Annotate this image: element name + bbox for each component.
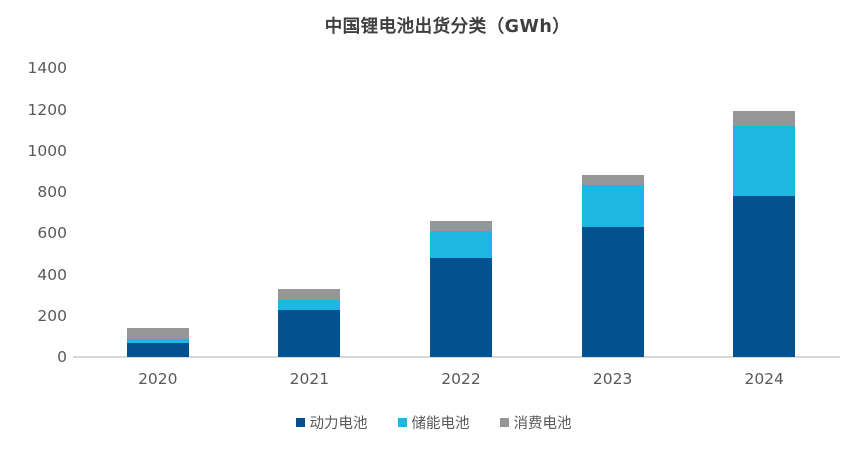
x-axis-tick-label: 2024 xyxy=(744,370,784,388)
bar-2021-storage xyxy=(278,300,341,310)
bar-2024-consumer xyxy=(733,110,796,127)
bar-2022-power xyxy=(430,258,492,358)
y-axis-tick-label: 800 xyxy=(37,183,67,202)
bar-2023-consumer xyxy=(581,174,644,185)
legend-swatch-consumer xyxy=(499,417,509,427)
bar-2020-consumer xyxy=(126,328,189,339)
legend-label-power: 动力电池 xyxy=(309,415,368,432)
x-axis-tick-label: 2023 xyxy=(592,370,633,388)
bar-2023-storage xyxy=(581,184,644,228)
x-axis-tick-label: 2021 xyxy=(289,370,330,388)
bar-2022-consumer xyxy=(430,221,492,232)
y-axis-tick-label: 1400 xyxy=(27,59,67,78)
y-axis-tick-label: 600 xyxy=(37,224,67,243)
legend-label-storage: 储能电池 xyxy=(411,415,470,432)
legend-label-consumer: 消费电池 xyxy=(513,415,572,432)
bar-2021-power xyxy=(278,309,341,358)
x-axis-tick-label: 2020 xyxy=(138,370,178,388)
chart-title: 中国锂电池出货分类（GWh） xyxy=(324,17,571,37)
y-axis-tick-label: 1200 xyxy=(27,100,67,119)
legend-item-power: 动力电池 xyxy=(295,412,368,433)
y-axis-tick-label: 0 xyxy=(57,348,67,367)
bar-2021-consumer xyxy=(278,289,341,301)
legend-item-storage: 储能电池 xyxy=(397,412,470,433)
x-axis-line xyxy=(73,356,840,359)
legend-swatch-storage xyxy=(397,417,407,427)
bar-2020-storage xyxy=(126,338,189,343)
bar-2023-power xyxy=(581,227,644,358)
x-axis-tick-label: 2022 xyxy=(441,370,481,388)
legend: 动力电池 储能电池 消费电池 xyxy=(0,410,867,434)
legend-item-consumer: 消费电池 xyxy=(499,412,572,433)
bar-2024-storage xyxy=(733,126,796,197)
y-axis-tick-label: 400 xyxy=(37,265,67,284)
bar-2020-power xyxy=(126,342,189,358)
legend-swatch-power xyxy=(295,417,305,427)
bar-2022-storage xyxy=(430,231,492,259)
y-axis-tick-label: 200 xyxy=(37,306,67,325)
y-axis-tick-label: 1000 xyxy=(27,141,67,160)
bar-2024-power xyxy=(733,196,796,358)
